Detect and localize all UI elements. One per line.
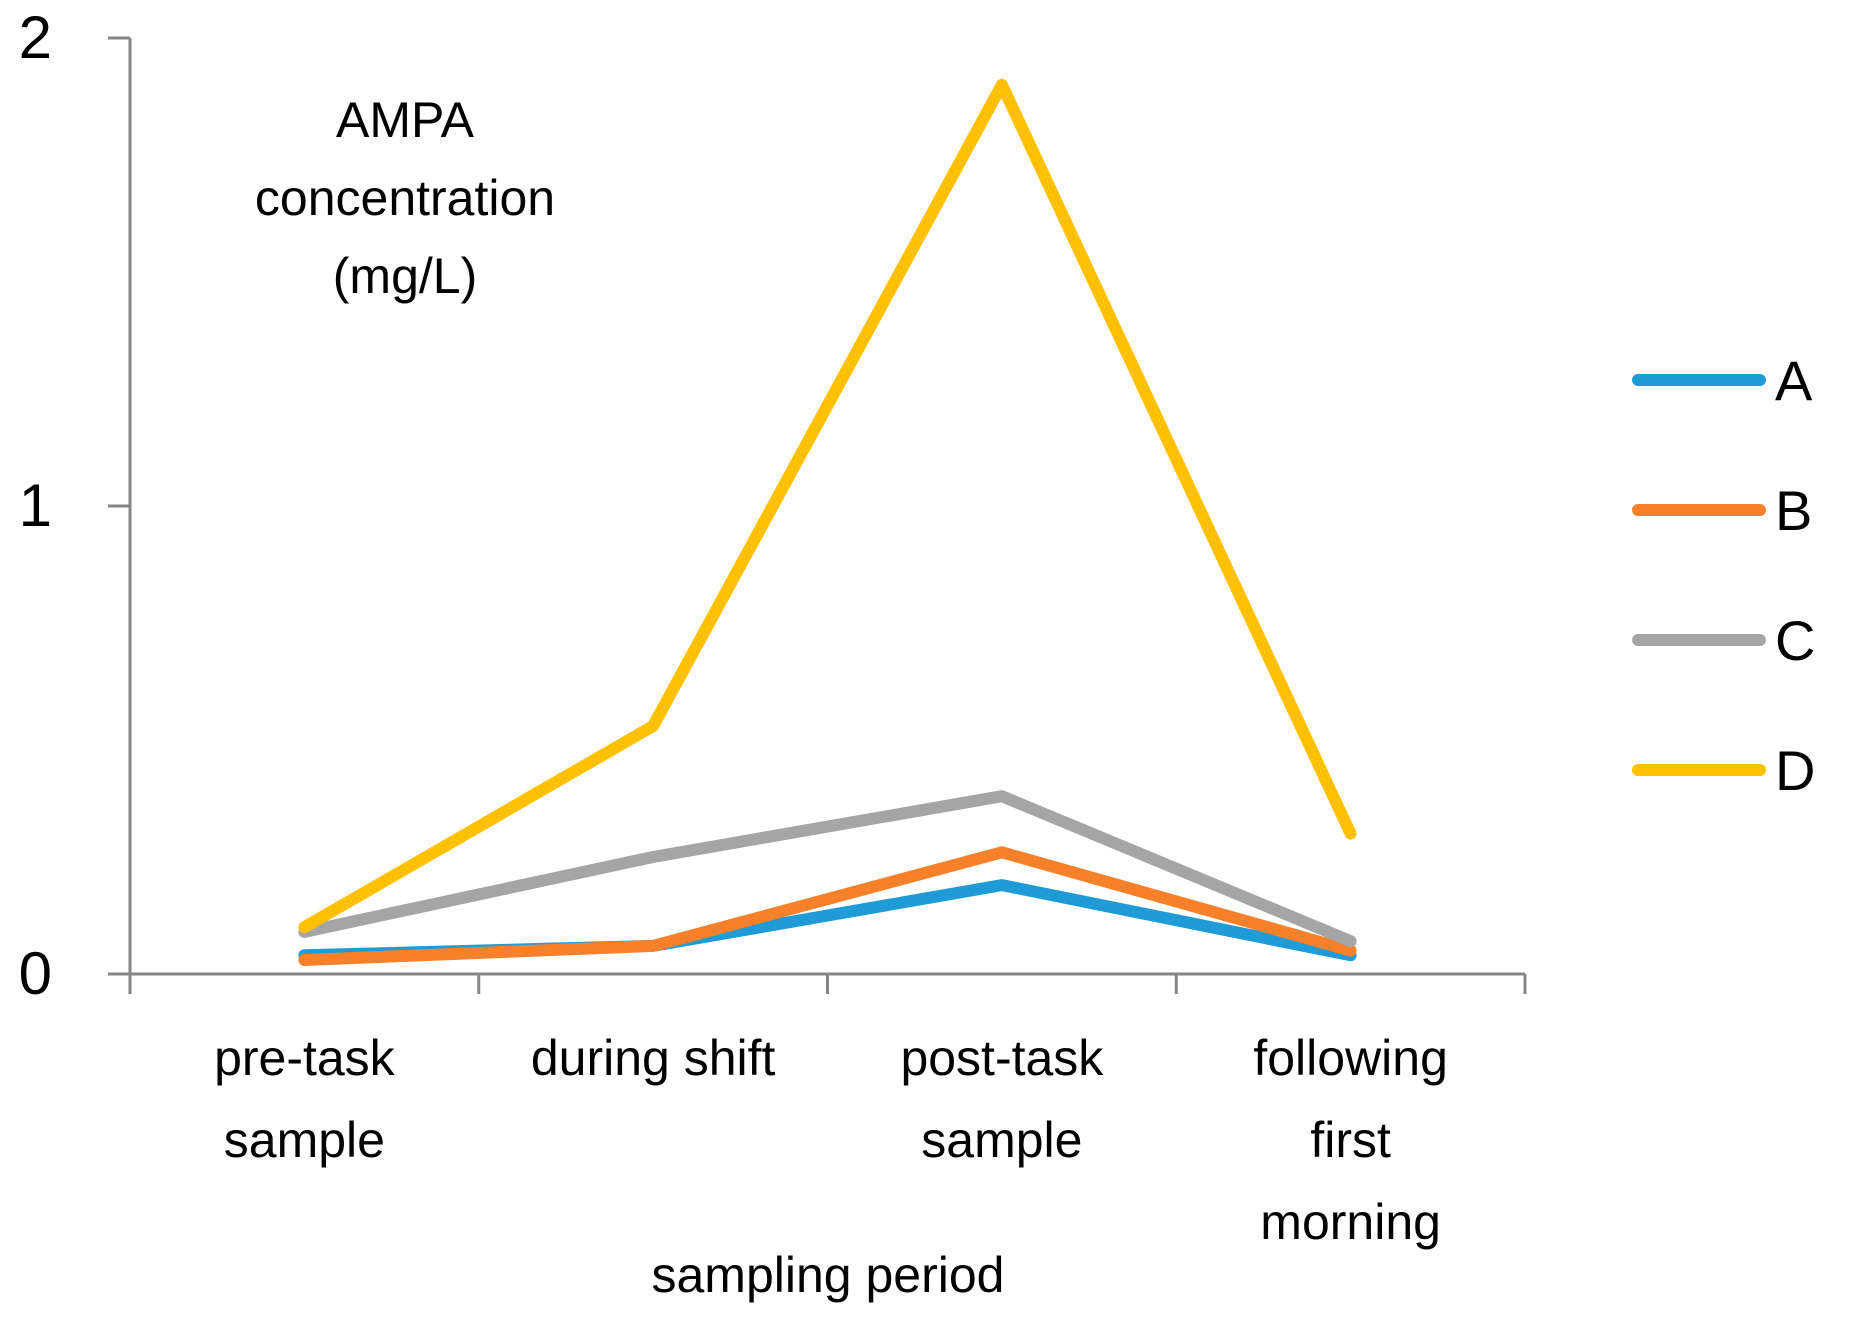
legend-label-c: C	[1775, 609, 1815, 672]
legend-label-a: A	[1775, 349, 1813, 412]
legend: A B C D	[1632, 349, 1815, 802]
y-tick-label: 1	[19, 472, 52, 539]
x-tick-label-line: during shift	[531, 1030, 776, 1086]
x-category-labels: pre-task sample during shift post-task sampl…	[214, 1030, 1448, 1250]
x-tick-label: post-task sample	[900, 1030, 1104, 1168]
x-tick-label-line: following	[1253, 1030, 1448, 1086]
x-tick-label-line: morning	[1260, 1194, 1441, 1250]
x-tick-label-line: sample	[921, 1112, 1082, 1168]
y-tick-label: 0	[19, 940, 52, 1007]
legend-label-b: B	[1775, 479, 1812, 542]
x-tick-label-line: first	[1310, 1112, 1391, 1168]
y-axis-title-line: AMPA	[336, 92, 475, 148]
x-tick-label: pre-task sample	[214, 1030, 396, 1168]
x-tick-label-line: pre-task	[214, 1030, 396, 1086]
series-line-c	[298, 790, 1357, 948]
series-layer	[298, 78, 1357, 966]
x-axis-title: sampling period	[652, 1247, 1005, 1303]
x-tick-label: during shift	[531, 1030, 776, 1086]
x-ticks	[128, 974, 1527, 994]
y-ticks: 0 1 2	[19, 4, 130, 1007]
axes: 0 1 2	[19, 4, 1527, 1007]
y-tick-label: 2	[19, 4, 52, 71]
y-axis-title: AMPA concentration (mg/L)	[255, 92, 555, 304]
x-tick-label-line: sample	[224, 1112, 385, 1168]
x-tick-label-line: post-task	[900, 1030, 1104, 1086]
y-axis-title-line: concentration	[255, 170, 555, 226]
legend-label-d: D	[1775, 739, 1815, 802]
x-tick-label: following first morning	[1253, 1030, 1448, 1250]
series-line-b	[298, 846, 1357, 966]
series-line-d	[298, 78, 1357, 934]
y-axis-title-line: (mg/L)	[333, 248, 477, 304]
